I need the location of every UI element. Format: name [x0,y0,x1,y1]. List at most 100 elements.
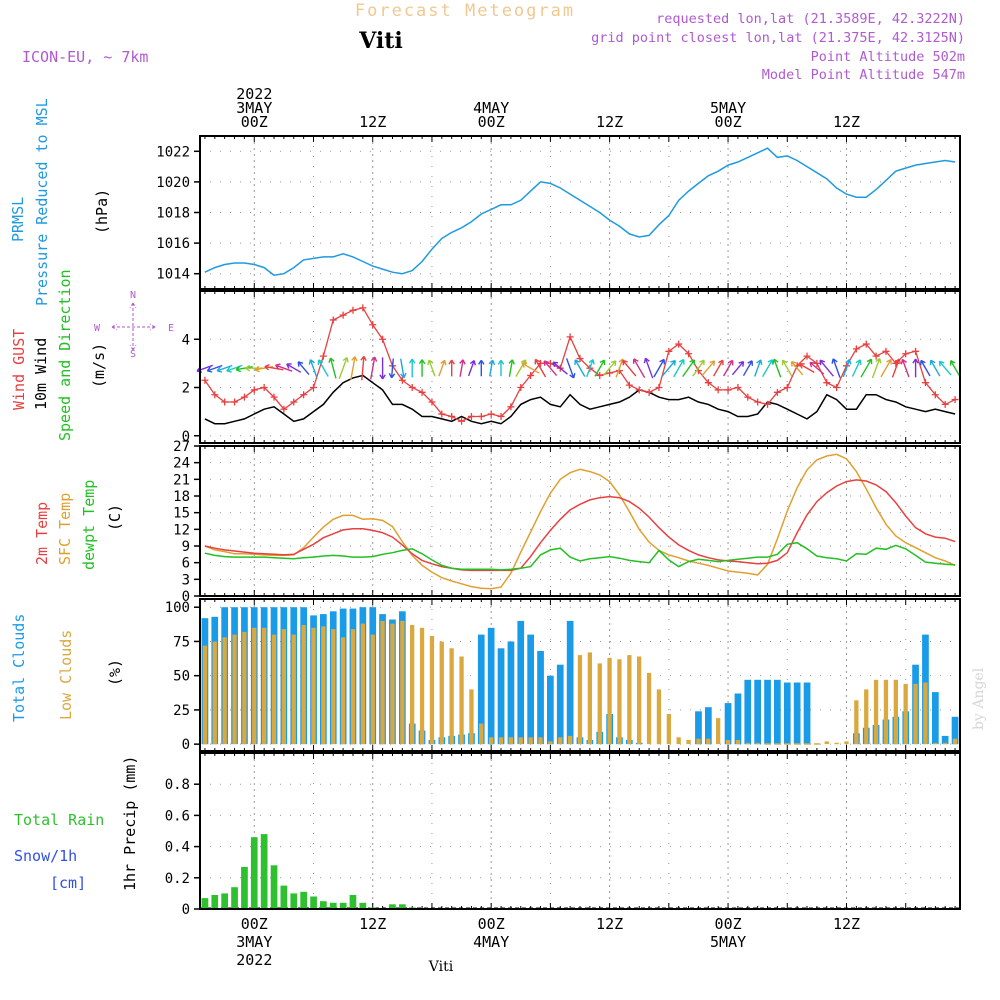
gust-marker [438,410,446,418]
low-cloud-bar [854,700,859,745]
low-cloud-bar [617,659,622,745]
total-cloud-bar [941,735,949,745]
low-cloud-bar [864,689,869,745]
low-cloud-bar [242,631,247,745]
wind-direction-arrow [370,356,378,380]
y-tick-label: 0.8 [165,777,190,793]
low-cloud-bar [202,645,208,745]
gust-marker [221,398,229,406]
rain-bar [320,901,327,909]
rain-bar [260,834,268,909]
gust-marker [359,304,367,312]
low-cloud-bar [587,652,592,745]
wind-direction-arrow [891,358,901,378]
low-cloud-bar [291,634,296,745]
temperature-labels: 2m Temp SFC Temp dewpt Temp (C) [33,480,124,570]
wind-direction-arrow [871,357,882,379]
gust-marker [240,393,248,401]
compass-s: S [130,349,136,360]
total-cloud-bar [774,679,781,745]
wind-direction-arrow [497,359,505,377]
gust-marker [467,412,475,420]
low-cloud-bar [479,723,484,745]
wind-direction-arrow [860,358,873,378]
y-tick-label: 1020 [156,175,190,191]
rain-bar [359,902,367,909]
gust-marker [280,405,288,413]
gust-marker [744,393,752,401]
wind-direction-arrow [565,358,576,379]
gust-marker [260,384,268,392]
low-cloud-bar [764,743,771,745]
total-rain-label: Total Rain [14,811,104,829]
low-cloud-bar [469,689,474,745]
wind-direction-arrow [602,360,617,377]
wind-direction-arrow [653,358,665,378]
rain-bar [211,895,219,909]
wind-direction-arrow [467,359,476,377]
snow-label: Snow/1h [14,847,77,865]
location-title: Viti [358,28,403,54]
low-cloud-bar [232,634,237,745]
wind-direction-arrow [781,359,793,377]
low-clouds-label: Low Clouds [57,630,75,720]
gust-marker [655,384,663,392]
low-cloud-bar [716,718,721,745]
wind-direction-arrow [317,359,329,377]
gust-marker [754,398,762,406]
gust-marker [921,379,929,387]
gust-marker [369,321,377,329]
total-cloud-bar [932,692,939,745]
gust-marker [319,352,327,360]
bottom-time-label: 2022 [236,951,272,969]
total-cloud-bar [724,703,732,745]
low-cloud-bar [439,641,444,745]
gust-marker [487,410,495,418]
low-cloud-bar [281,629,286,745]
low-cloud-bar [370,634,375,745]
wind-direction-arrow [880,358,892,378]
top-time-label: 12Z [359,113,386,131]
wind-direction-arrow [809,361,825,375]
low-cloud-bar [380,620,385,745]
pressure-line [204,147,956,276]
dewpt-temp-line [204,541,956,571]
wind-direction-arrow [379,357,386,380]
model-altitude: Model Point Altitude 547m [762,67,965,83]
low-cloud-bar [873,679,879,745]
rain-bar [290,893,298,909]
pressure-msl-label: Pressure Reduced to MSL [33,98,51,306]
y-tick-label: 12 [173,522,190,538]
cloud-labels: Total Clouds Low Clouds (%) [10,614,124,722]
compass-w: W [94,323,101,334]
total-cloud-bar [695,711,702,745]
y-tick-label: 4 [182,332,190,348]
gust-marker [872,352,880,360]
total-cloud-bar [537,651,544,745]
low-cloud-bar [933,742,938,745]
y-tick-label: 15 [173,506,190,522]
gust-marker [931,391,939,399]
watermark: by Angel [971,667,987,730]
total-cloud-bar [754,679,761,745]
wind-direction-arrow [408,358,416,378]
gust-marker [764,400,772,408]
wind-direction-arrow [920,359,931,377]
low-cloud-bar [627,655,632,745]
wind-direction-arrow [286,363,302,373]
low-cloud-bar [252,627,257,745]
low-cloud-bar [301,625,306,745]
low-cloud-bar [459,656,464,745]
wind-10m-label: 10m Wind [32,338,50,410]
gust-marker [902,350,910,358]
total-cloud-bar [783,682,791,745]
wind-direction-arrow [388,358,396,379]
compass-n: N [130,290,136,301]
wind-direction-arrow [543,360,558,377]
gust-marker [300,391,308,399]
gust-marker [477,412,485,420]
low-cloud-bar [824,741,829,745]
y-tick-label: 3 [182,572,190,588]
bottom-time-label: 4MAY [473,933,509,951]
